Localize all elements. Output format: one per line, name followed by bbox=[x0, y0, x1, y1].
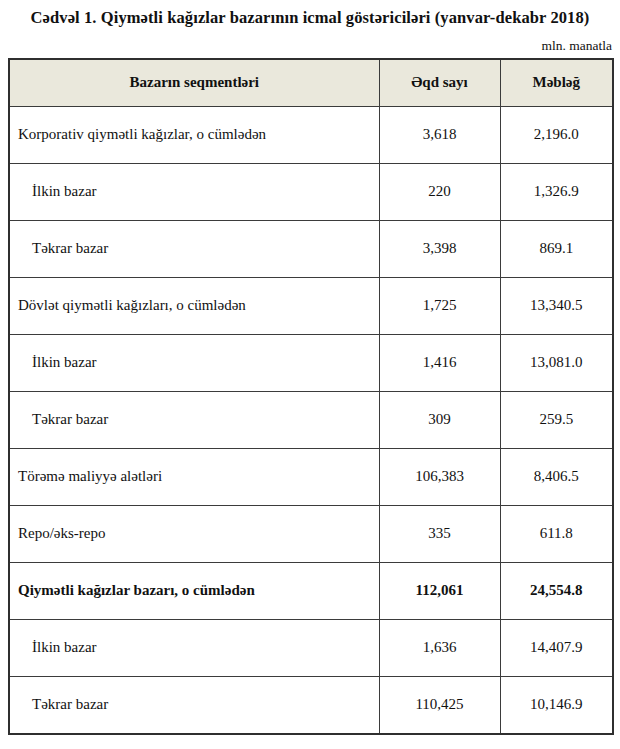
segment-cell: Qiymətli kağızlar bazarı, o cümlədən bbox=[9, 562, 379, 619]
segment-cell: İlkin bazar bbox=[9, 163, 379, 220]
table-row: Korporativ qiymətli kağızlar, o cümlədən… bbox=[9, 106, 613, 163]
deals-cell: 220 bbox=[379, 163, 500, 220]
amount-cell: 14,407.9 bbox=[500, 619, 613, 676]
segment-cell: Təkrar bazar bbox=[9, 220, 379, 277]
amount-cell: 13,340.5 bbox=[500, 277, 613, 334]
table-row: Təkrar bazar 110,425 10,146.9 bbox=[9, 676, 613, 734]
amount-cell: 1,326.9 bbox=[500, 163, 613, 220]
deals-cell: 110,425 bbox=[379, 676, 500, 734]
table-row: Repo/əks-repo 335 611.8 bbox=[9, 505, 613, 562]
unit-note: mln. manatla bbox=[8, 38, 612, 54]
deals-cell: 106,383 bbox=[379, 448, 500, 505]
deals-cell: 309 bbox=[379, 391, 500, 448]
deals-cell: 112,061 bbox=[379, 562, 500, 619]
amount-cell: 869.1 bbox=[500, 220, 613, 277]
segment-cell: Təkrar bazar bbox=[9, 676, 379, 734]
document-page: Cədvəl 1. Qiymətli kağızlar bazarının ic… bbox=[0, 0, 620, 749]
table-row: İlkin bazar 1,636 14,407.9 bbox=[9, 619, 613, 676]
amount-cell: 13,081.0 bbox=[500, 334, 613, 391]
deals-cell: 1,416 bbox=[379, 334, 500, 391]
column-header-deals: Əqd sayı bbox=[379, 59, 500, 107]
segment-cell: Təkrar bazar bbox=[9, 391, 379, 448]
segment-cell: Korporativ qiymətli kağızlar, o cümlədən bbox=[9, 106, 379, 163]
table-row: Törəmə maliyyə alətləri 106,383 8,406.5 bbox=[9, 448, 613, 505]
amount-cell: 24,554.8 bbox=[500, 562, 613, 619]
table-row-total: Qiymətli kağızlar bazarı, o cümlədən 112… bbox=[9, 562, 613, 619]
amount-cell: 8,406.5 bbox=[500, 448, 613, 505]
deals-cell: 1,636 bbox=[379, 619, 500, 676]
segment-cell: Dövlət qiymətli kağızları, o cümlədən bbox=[9, 277, 379, 334]
table-row: Təkrar bazar 3,398 869.1 bbox=[9, 220, 613, 277]
segment-cell: Repo/əks-repo bbox=[9, 505, 379, 562]
deals-cell: 335 bbox=[379, 505, 500, 562]
segment-cell: İlkin bazar bbox=[9, 619, 379, 676]
table-row: Təkrar bazar 309 259.5 bbox=[9, 391, 613, 448]
amount-cell: 10,146.9 bbox=[500, 676, 613, 734]
segment-cell: İlkin bazar bbox=[9, 334, 379, 391]
table-row: İlkin bazar 220 1,326.9 bbox=[9, 163, 613, 220]
column-header-segment: Bazarın seqmentləri bbox=[9, 59, 379, 107]
segment-cell: Törəmə maliyyə alətləri bbox=[9, 448, 379, 505]
securities-summary-table: Bazarın seqmentləri Əqd sayı Məbləğ Korp… bbox=[8, 58, 614, 735]
header-row: Bazarın seqmentləri Əqd sayı Məbləğ bbox=[9, 59, 613, 107]
deals-cell: 3,618 bbox=[379, 106, 500, 163]
column-header-amount: Məbləğ bbox=[500, 59, 613, 107]
amount-cell: 611.8 bbox=[500, 505, 613, 562]
deals-cell: 1,725 bbox=[379, 277, 500, 334]
table-row: Dövlət qiymətli kağızları, o cümlədən 1,… bbox=[9, 277, 613, 334]
table-row: İlkin bazar 1,416 13,081.0 bbox=[9, 334, 613, 391]
table-title: Cədvəl 1. Qiymətli kağızlar bazarının ic… bbox=[6, 8, 614, 28]
deals-cell: 3,398 bbox=[379, 220, 500, 277]
amount-cell: 2,196.0 bbox=[500, 106, 613, 163]
amount-cell: 259.5 bbox=[500, 391, 613, 448]
